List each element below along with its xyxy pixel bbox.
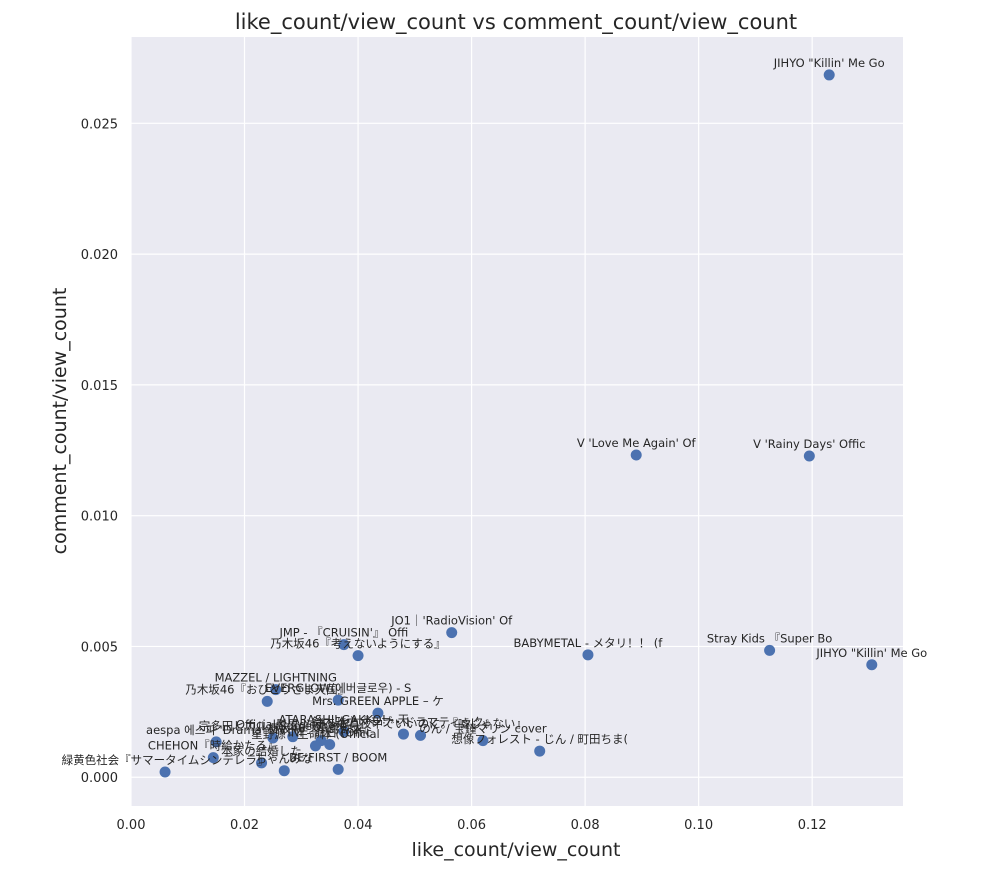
data-point bbox=[332, 694, 344, 706]
data-point bbox=[207, 752, 219, 764]
point-label: Official髭男dism - ア bbox=[236, 718, 350, 732]
data-point bbox=[866, 659, 878, 671]
x-tick-label: 0.00 bbox=[117, 818, 146, 833]
y-tick-label: 0.010 bbox=[81, 510, 118, 525]
grid-lines bbox=[130, 37, 903, 806]
data-point bbox=[338, 639, 350, 651]
point-label: V 'Love Me Again' Of bbox=[577, 436, 697, 450]
data-point bbox=[477, 735, 489, 747]
point-label: EVERGLOW(에버글로우) - S bbox=[265, 681, 411, 695]
point-label: Stray Kids 『Super Bo bbox=[707, 631, 833, 645]
point-label: 星野源 - 生命体 (Official bbox=[251, 727, 380, 741]
y-axis-ticks: 0.000 0.005 0.010 0.015 0.020 0.025 bbox=[81, 117, 118, 786]
x-tick-label: 0.12 bbox=[798, 818, 827, 833]
point-label: 櫻坂46『承認欲求』 bbox=[268, 722, 375, 736]
point-label: 本家の結婚した bbox=[221, 744, 302, 758]
x-axis-label: like_count/view_count bbox=[412, 839, 621, 861]
data-point bbox=[210, 736, 222, 748]
data-point bbox=[534, 745, 546, 757]
data-point bbox=[309, 740, 321, 752]
point-label: JMP - 『CRUISIN'』 Offi bbox=[278, 626, 408, 640]
y-tick-label: 0.005 bbox=[81, 640, 118, 655]
data-point bbox=[352, 650, 364, 662]
point-label: 乃木坂46『おひとりさま天国』 bbox=[185, 682, 349, 696]
point-label: 鈴木雅之『ラブ・ドラマティック』 bbox=[312, 715, 495, 729]
data-point bbox=[256, 757, 268, 769]
data-point bbox=[415, 729, 426, 741]
point-label: INI - 命日 (Offic bbox=[287, 726, 371, 740]
data-point bbox=[582, 649, 594, 661]
x-tick-label: 0.08 bbox=[571, 818, 600, 833]
point-label: 緑黄色社会『サマータイムシンデレラ』 bbox=[62, 753, 269, 767]
x-tick-label: 0.04 bbox=[344, 818, 373, 833]
data-point bbox=[287, 731, 299, 743]
point-label: のん / 宝鐘マリン cover bbox=[419, 722, 547, 736]
y-tick-label: 0.020 bbox=[81, 248, 118, 263]
data-point bbox=[803, 450, 815, 462]
point-label: MAZZEL / LIGHTNING bbox=[215, 671, 337, 685]
point-label: BABYMETAL - メタリ！！ (f bbox=[514, 636, 664, 650]
point-label: aespa 에스파 'Drama' MV bbox=[146, 723, 286, 737]
x-tick-label: 0.02 bbox=[230, 818, 259, 833]
point-label: ちゃんみな bbox=[256, 752, 314, 766]
point-label: ずっと真夜中でいいのに。『嘘じゃない』 bbox=[314, 716, 527, 730]
data-point bbox=[332, 763, 344, 775]
y-tick-label: 0.025 bbox=[81, 117, 118, 132]
point-label: 宗多田ヒカル - Somewhere bbox=[199, 719, 347, 733]
data-point bbox=[397, 728, 409, 740]
point-label: Mrs. GREEN APPLE – ケ bbox=[312, 694, 444, 708]
data-point bbox=[764, 644, 776, 656]
plot-area bbox=[131, 37, 903, 806]
point-label: 想像フォレスト - じん / 町田ちま( bbox=[451, 732, 628, 746]
point-label: V 'Rainy Days' Offic bbox=[753, 437, 865, 451]
y-tick-label: 0.000 bbox=[81, 771, 118, 786]
data-point bbox=[823, 69, 835, 81]
point-labels: JIHYO "Killin' Me Go V 'Love Me Again' Of… bbox=[62, 56, 928, 767]
x-tick-label: 0.10 bbox=[684, 818, 713, 833]
data-point bbox=[630, 449, 642, 461]
data-point bbox=[267, 732, 279, 744]
point-label: JIHYO "Killin' Me Go bbox=[773, 56, 885, 70]
point-label: ATARASHII GAKKO! - 天 bbox=[279, 712, 410, 726]
data-points bbox=[159, 69, 878, 778]
y-tick-label: 0.015 bbox=[81, 379, 118, 394]
point-label: 乃木坂46『考えないようにする』 bbox=[270, 637, 446, 651]
point-label: CHEHON『時給かたる』 bbox=[148, 739, 279, 753]
point-label: JIHYO "Killin' Me Go bbox=[815, 646, 927, 660]
data-point bbox=[372, 707, 384, 719]
y-axis-label: comment_count/view_count bbox=[49, 288, 71, 555]
point-label: JO1｜'RadioVision' Of bbox=[390, 614, 513, 628]
data-point bbox=[159, 766, 171, 778]
point-label: BE:FIRST / BOOM bbox=[289, 750, 387, 764]
data-point bbox=[270, 684, 282, 696]
x-tick-label: 0.06 bbox=[457, 818, 486, 833]
data-point bbox=[446, 627, 458, 639]
data-point bbox=[278, 765, 290, 777]
chart-title: like_count/view_count vs comment_count/v… bbox=[235, 10, 797, 35]
data-point bbox=[261, 695, 273, 707]
x-axis-ticks: 0.00 0.02 0.04 0.06 0.08 0.10 0.12 bbox=[117, 818, 827, 833]
data-point bbox=[324, 739, 336, 751]
data-point bbox=[338, 725, 350, 737]
